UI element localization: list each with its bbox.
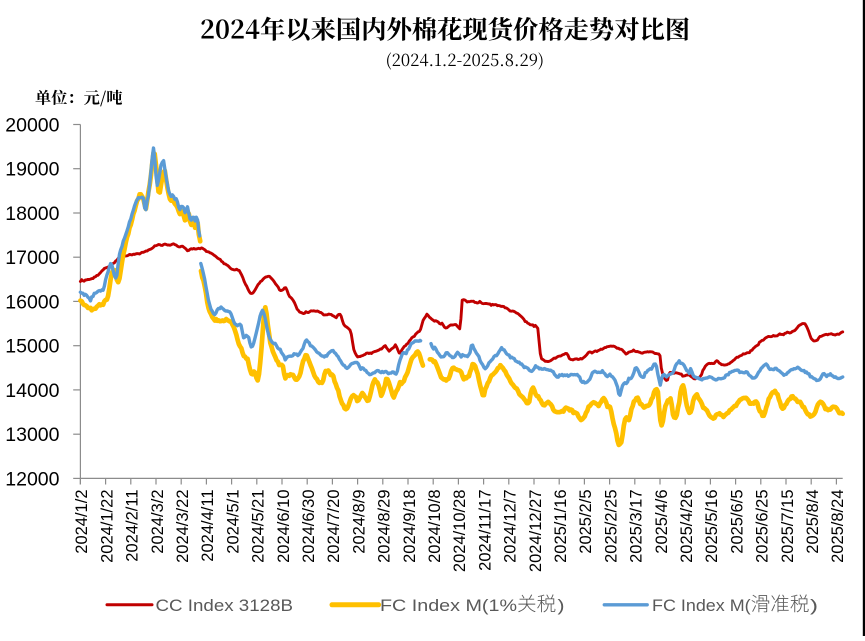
svg-text:): ) [558, 596, 565, 615]
svg-text:CC Index 3128B: CC Index 3128B [156, 596, 294, 615]
svg-text:16000: 16000 [5, 291, 59, 313]
svg-text:2025/6/25: 2025/6/25 [754, 490, 772, 563]
svg-text:2025/6/5: 2025/6/5 [728, 490, 746, 554]
svg-text:2025/1/16: 2025/1/16 [552, 490, 570, 563]
svg-text:): ) [810, 596, 818, 615]
svg-text:2024/10/8: 2024/10/8 [426, 490, 444, 563]
svg-text:2024/1/2: 2024/1/2 [73, 490, 91, 554]
svg-text:2024/8/29: 2024/8/29 [376, 490, 394, 563]
svg-text:2024/6/10: 2024/6/10 [275, 490, 293, 563]
svg-text:19000: 19000 [5, 159, 59, 181]
svg-text:FC Index M(: FC Index M( [652, 596, 751, 615]
svg-text:2025/4/6: 2025/4/6 [653, 490, 671, 554]
svg-text:2024/6/30: 2024/6/30 [300, 490, 318, 563]
svg-text:2025/5/16: 2025/5/16 [703, 490, 721, 563]
svg-text:2024/7/20: 2024/7/20 [325, 490, 343, 563]
svg-text:17000: 17000 [5, 247, 59, 269]
svg-text:13000: 13000 [5, 424, 59, 446]
svg-text:15000: 15000 [5, 336, 59, 358]
svg-text:2025/4/26: 2025/4/26 [678, 490, 696, 563]
svg-text:2024/12/7: 2024/12/7 [502, 490, 520, 563]
svg-text:2024/4/11: 2024/4/11 [199, 490, 217, 562]
svg-text:FC Index M(1%: FC Index M(1% [380, 596, 517, 615]
svg-text:2024/10/28: 2024/10/28 [451, 490, 469, 573]
svg-text:2025/8/24: 2025/8/24 [829, 490, 847, 563]
svg-text:2024/11/17: 2024/11/17 [476, 490, 494, 571]
svg-text:2024/12/27: 2024/12/27 [527, 490, 545, 573]
svg-text:18000: 18000 [5, 203, 59, 225]
svg-text:2024/3/2: 2024/3/2 [149, 490, 167, 554]
svg-text:2024/1/22: 2024/1/22 [98, 490, 116, 563]
svg-text:2024/3/22: 2024/3/22 [174, 490, 192, 563]
svg-text:2025/8/4: 2025/8/4 [804, 490, 822, 554]
svg-text:2024/2/11: 2024/2/11 [124, 490, 142, 562]
svg-text:2025/3/17: 2025/3/17 [628, 490, 646, 563]
svg-text:2025/7/15: 2025/7/15 [779, 490, 797, 563]
svg-text:2024/8/9: 2024/8/9 [350, 490, 368, 554]
svg-text:2025/2/25: 2025/2/25 [602, 490, 620, 563]
svg-text:2024/9/18: 2024/9/18 [401, 490, 419, 563]
svg-text:2024/5/1: 2024/5/1 [224, 490, 242, 554]
svg-text:12000: 12000 [5, 468, 59, 490]
svg-text:2024/5/21: 2024/5/21 [250, 490, 268, 563]
svg-text:20000: 20000 [5, 115, 59, 137]
svg-text:2025/2/5: 2025/2/5 [577, 490, 595, 554]
svg-text:14000: 14000 [5, 380, 59, 402]
